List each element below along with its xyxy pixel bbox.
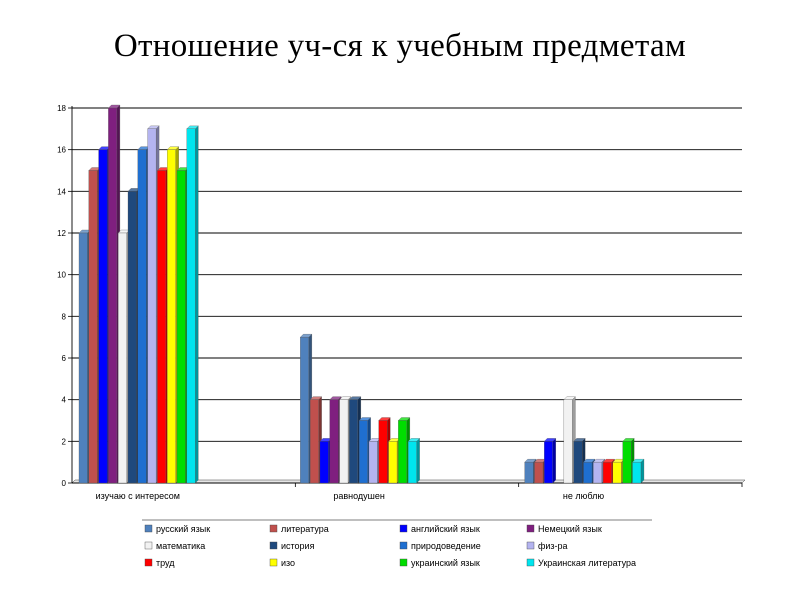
y-tick-label: 4 [62,396,67,405]
legend-label: Украинская литература [538,558,636,568]
y-tick-label: 0 [62,479,67,488]
legend-swatch [526,558,535,567]
legend-item: труд [144,558,175,568]
legend-item: история [269,541,315,551]
bar [632,458,645,484]
legend-label: украинский язык [411,558,480,568]
y-tick-label: 2 [62,437,67,446]
legend-label: Немецкий язык [538,524,602,534]
legend-swatch [269,541,278,550]
legend-swatch [399,541,408,550]
legend-swatch [526,541,535,550]
legend-label: английский язык [411,524,480,534]
legend-label: русский язык [156,524,210,534]
legend-item: украинский язык [399,558,480,568]
legend-swatch [399,524,408,533]
y-tick-label: 16 [57,146,66,155]
legend-item: Немецкий язык [526,524,602,534]
bar [186,125,199,484]
legend-item: природоведение [399,541,481,551]
legend-item: физ-ра [526,541,568,551]
x-category-label: не люблю [563,491,604,501]
y-tick-label: 6 [62,354,67,363]
legend-item: изо [269,558,295,568]
y-tick-label: 14 [57,187,66,196]
y-tick-label: 10 [57,271,66,280]
bar [543,437,557,484]
legend-swatch [144,558,153,567]
bars-layer [78,104,645,484]
legend-item: русский язык [144,524,210,534]
x-category-label: равнодушен [333,491,385,501]
labels-layer: 0 2 4 6 8 10 12 14 16 18 изучаю с интересом равноду… [57,104,604,501]
chart-title: Отношение уч-ся к учебным предметам [113,28,687,64]
legend-label: природоведение [411,541,481,551]
legend-label: труд [156,558,175,568]
legend-label: история [281,541,315,551]
legend: русский язык литература английский язык Нем… [142,519,652,568]
legend-swatch [269,558,278,567]
x-category-label: изучаю с интересом [96,491,180,501]
legend-item: английский язык [399,524,480,534]
legend-swatch [526,524,535,533]
legend-swatch [144,524,153,533]
legend-label: литература [281,524,329,534]
y-tick-label: 12 [57,229,66,238]
legend-label: математика [156,541,205,551]
legend-item: математика [144,541,205,551]
legend-swatch [399,558,408,567]
legend-swatch [269,524,278,533]
legend-label: физ-ра [538,541,568,551]
legend-label: изо [281,558,295,568]
y-tick-label: 8 [62,312,67,321]
y-tick-label: 18 [57,104,66,113]
bar [407,437,420,484]
legend-swatch [144,541,153,550]
legend-item: литература [269,524,329,534]
legend-item: Украинская литература [526,558,636,568]
